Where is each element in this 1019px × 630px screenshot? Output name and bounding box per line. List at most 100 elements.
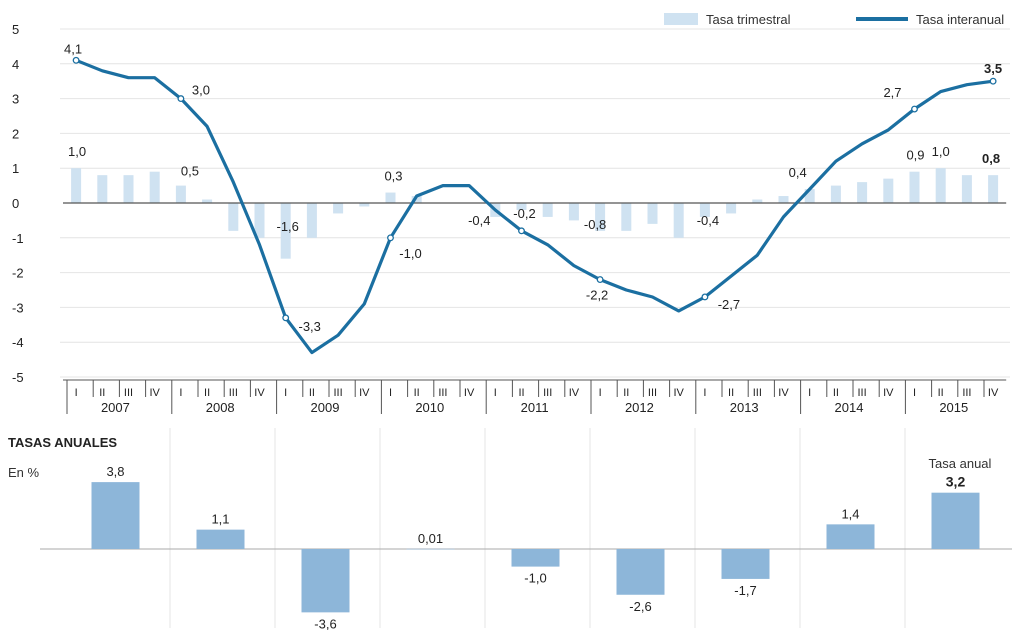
annual-rate-label: -2,2: [586, 288, 608, 303]
year-label: 2013: [730, 400, 759, 415]
quarterly-bar: [857, 182, 868, 203]
line-marker: [911, 105, 918, 113]
quarterly-bar: [542, 203, 553, 217]
quarterly-bar: [123, 175, 134, 203]
annual-bar: [301, 549, 350, 613]
quarterly-bar: [988, 175, 999, 203]
annual-bar: [931, 492, 980, 549]
quarter-label: III: [753, 387, 762, 399]
quarterly-bar: [935, 168, 946, 203]
quarterly-bar: [97, 175, 108, 203]
quarterly-bar: [961, 175, 972, 203]
quarter-label: IV: [673, 387, 684, 399]
quarterly-rate-label: -0,4: [468, 213, 490, 228]
annual-value-label: -1,0: [524, 571, 546, 586]
annual-rate-line: [72, 56, 997, 355]
annual-value-label: -3,6: [314, 616, 336, 630]
line-marker: [518, 227, 525, 235]
annual-rate-label: 4,1: [64, 41, 82, 56]
quarter-label: III: [334, 387, 343, 399]
quarter-label: I: [703, 387, 706, 399]
quarterly-rate-label: 1,0: [932, 144, 950, 159]
annual-value-label: 3,2: [946, 474, 966, 490]
y-tick-label: 3: [12, 92, 19, 107]
annual-rate-label: 2,7: [883, 85, 901, 100]
quarter-label: I: [284, 387, 287, 399]
quarterly-bar: [306, 203, 317, 238]
quarter-label: III: [438, 387, 447, 399]
quarter-label: IV: [988, 387, 999, 399]
quarter-label: IV: [464, 387, 475, 399]
quarterly-bar: [647, 203, 658, 224]
quarter-label: II: [204, 387, 210, 399]
y-tick-label: 5: [12, 22, 19, 37]
quarter-label: II: [728, 387, 734, 399]
legend-bar-swatch: [664, 13, 698, 25]
y-tick-label: 4: [12, 57, 19, 72]
quarterly-rate-label: 0,4: [789, 165, 807, 180]
quarterly-bar: [804, 189, 815, 203]
annual-rate-label: -2,7: [718, 297, 740, 312]
y-tick-label: -4: [12, 335, 24, 350]
quarterly-rate-label: 0,9: [906, 148, 924, 163]
quarterly-bar: [333, 203, 344, 214]
annual-value-label: 1,4: [841, 506, 859, 521]
quarterly-bar: [516, 203, 527, 210]
quarter-label: I: [494, 387, 497, 399]
annual-rate-label: -0,2: [513, 206, 535, 221]
y-tick-label: -3: [12, 300, 24, 315]
y-tick-label: 1: [12, 161, 19, 176]
annual-bar: [406, 548, 455, 550]
quarter-label: II: [833, 387, 839, 399]
quarter-label: III: [858, 387, 867, 399]
quarter-label: IV: [254, 387, 265, 399]
quarter-label: I: [179, 387, 182, 399]
line-marker: [177, 95, 185, 103]
y-tick-label: 2: [12, 126, 19, 141]
quarterly-bar: [673, 203, 684, 238]
quarter-label: I: [599, 387, 602, 399]
year-label: 2009: [311, 400, 340, 415]
line-marker: [701, 293, 709, 301]
year-label: 2015: [939, 400, 968, 415]
quarter-label: I: [75, 387, 78, 399]
quarter-label: III: [124, 387, 133, 399]
quarter-label: II: [99, 387, 105, 399]
annual-bar: [721, 549, 770, 579]
annual-rate-annotation: Tasa anual: [929, 456, 992, 471]
annual-value-label: -1,7: [734, 583, 756, 598]
quarterly-bar: [228, 203, 239, 231]
annual-bar: [196, 529, 245, 549]
quarterly-rate-label: 0,3: [384, 169, 402, 184]
quarterly-rate-bars: [71, 168, 999, 259]
quarter-label: IV: [149, 387, 160, 399]
quarter-label: I: [808, 387, 811, 399]
quarterly-bar: [149, 171, 160, 203]
quarter-label: I: [913, 387, 916, 399]
annual-section-title: TASAS ANUALES: [8, 435, 117, 450]
quarterly-bar: [385, 192, 396, 203]
quarter-label: II: [414, 387, 420, 399]
quarter-label: III: [648, 387, 657, 399]
annual-rate-label: -1,0: [399, 246, 421, 261]
annual-bar: [91, 482, 140, 549]
year-label: 2007: [101, 400, 130, 415]
quarterly-rate-label: 0,5: [181, 164, 199, 179]
quarterly-rate-label: 0,8: [982, 151, 1000, 166]
year-label: 2010: [415, 400, 444, 415]
quarterly-rate-label: -0,4: [697, 213, 719, 228]
annual-bar: [511, 549, 560, 567]
quarter-label: II: [623, 387, 629, 399]
quarterly-bar: [71, 168, 82, 203]
line-marker: [387, 234, 394, 242]
quarterly-bar: [411, 196, 422, 203]
quarter-label: II: [518, 387, 524, 399]
annual-rate-label: 3,0: [192, 83, 210, 98]
quarterly-bar: [726, 203, 737, 214]
line-marker: [72, 56, 80, 64]
year-label: 2008: [206, 400, 235, 415]
quarterly-bar: [202, 199, 213, 203]
quarterly-bar: [830, 185, 841, 203]
quarterly-bar: [595, 203, 606, 231]
quarterly-rate-label: -1,6: [276, 219, 298, 234]
